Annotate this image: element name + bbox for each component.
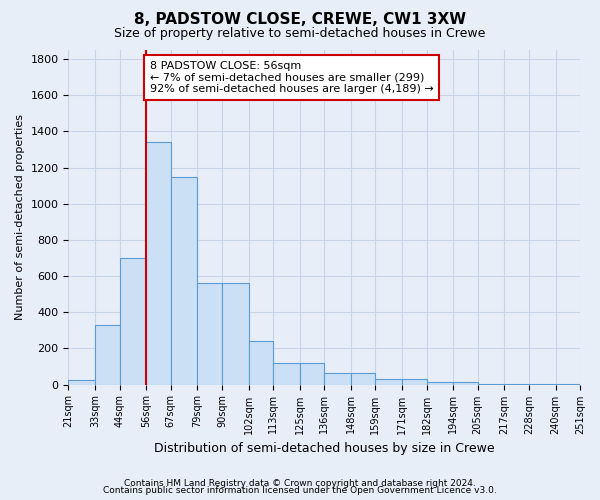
Bar [119,258,146,384]
Text: Size of property relative to semi-detached houses in Crewe: Size of property relative to semi-detach… [115,28,485,40]
Bar [376,379,402,384]
Bar [453,382,478,384]
Bar [402,379,427,384]
Text: 8 PADSTOW CLOSE: 56sqm
← 7% of semi-detached houses are smaller (299)
92% of sem: 8 PADSTOW CLOSE: 56sqm ← 7% of semi-deta… [149,61,433,94]
Bar [324,373,351,384]
Bar [171,176,197,384]
Bar [95,325,119,384]
Bar [427,382,453,384]
Bar [351,373,376,384]
Bar [248,341,273,384]
Y-axis label: Number of semi-detached properties: Number of semi-detached properties [15,114,25,320]
Bar [273,363,300,384]
Bar [222,284,248,384]
Text: 8, PADSTOW CLOSE, CREWE, CW1 3XW: 8, PADSTOW CLOSE, CREWE, CW1 3XW [134,12,466,28]
Bar [300,363,324,384]
Text: Contains HM Land Registry data © Crown copyright and database right 2024.: Contains HM Land Registry data © Crown c… [124,478,476,488]
Bar [197,284,222,384]
X-axis label: Distribution of semi-detached houses by size in Crewe: Distribution of semi-detached houses by … [154,442,494,455]
Bar [68,380,95,384]
Bar [146,142,171,384]
Text: Contains public sector information licensed under the Open Government Licence v3: Contains public sector information licen… [103,486,497,495]
